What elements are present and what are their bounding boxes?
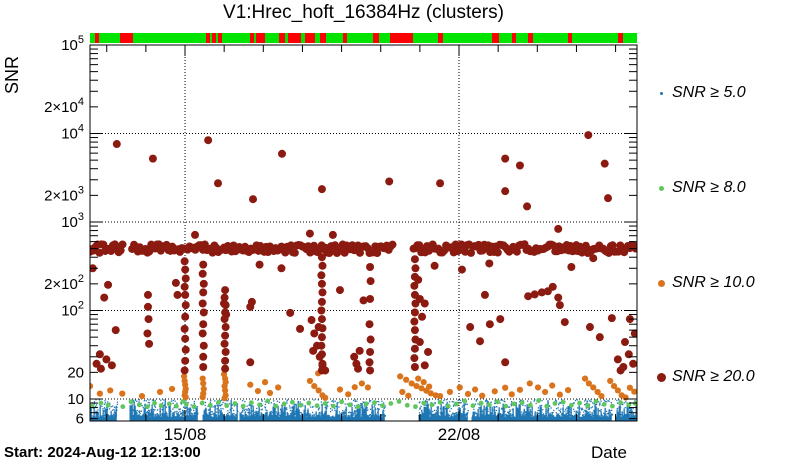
blue-dot-icon xyxy=(659,91,663,95)
legend-label: SNR ≥ 8.0 xyxy=(672,179,746,196)
status-bad-segment xyxy=(372,33,379,43)
status-bad-segment xyxy=(120,33,134,43)
svg-text:105: 105 xyxy=(61,34,84,54)
svg-text:2×104: 2×104 xyxy=(44,96,84,116)
svg-text:104: 104 xyxy=(61,123,84,143)
svg-text:20: 20 xyxy=(67,364,84,381)
dark-red-dot-icon xyxy=(656,372,666,382)
status-bad-segment xyxy=(211,33,217,43)
status-bad-segment xyxy=(527,33,533,43)
svg-text:2×102: 2×102 xyxy=(44,273,84,293)
orange-dot-icon xyxy=(657,279,665,287)
status-bad-segment xyxy=(249,33,254,43)
legend: SNR ≥ 5.0 SNR ≥ 8.0 SNR ≥ 10.0 SNR ≥ 20.… xyxy=(650,0,805,472)
svg-text:15/08: 15/08 xyxy=(164,425,207,444)
status-bad-segment xyxy=(342,33,347,43)
legend-item-snr5: SNR ≥ 5.0 xyxy=(650,83,746,103)
status-bad-segment xyxy=(279,33,286,43)
legend-item-snr20: SNR ≥ 20.0 xyxy=(650,367,755,387)
status-bad-segment xyxy=(437,33,443,43)
status-bad-segment xyxy=(567,33,573,43)
legend-item-snr8: SNR ≥ 8.0 xyxy=(650,178,746,198)
status-bad-segment xyxy=(217,33,222,43)
svg-text:102: 102 xyxy=(61,300,84,320)
plot-title: V1:Hrec_hoft_16384Hz (clusters) xyxy=(223,2,504,23)
legend-label: SNR ≥ 20.0 xyxy=(672,368,755,385)
legend-label: SNR ≥ 5.0 xyxy=(672,84,746,101)
status-bad-segment xyxy=(255,33,266,43)
x-axis-title: Date xyxy=(591,443,627,462)
svg-text:6: 6 xyxy=(76,411,84,428)
legend-item-snr10: SNR ≥ 10.0 xyxy=(650,273,755,293)
svg-text:103: 103 xyxy=(61,211,84,231)
status-bad-segment xyxy=(617,33,623,43)
legend-label: SNR ≥ 10.0 xyxy=(672,274,755,291)
green-dot-icon xyxy=(658,185,664,191)
status-bad-segment xyxy=(94,33,99,43)
status-bad-segment xyxy=(389,33,414,43)
svg-text:22/08: 22/08 xyxy=(438,425,481,444)
status-bad-segment xyxy=(288,33,302,43)
svg-text:2×103: 2×103 xyxy=(44,184,84,204)
status-bad-segment xyxy=(205,33,210,43)
start-timestamp: Start: 2024-Aug-12 12:13:00 xyxy=(4,444,201,461)
svg-text:10: 10 xyxy=(67,391,84,408)
status-bad-segment xyxy=(319,33,327,43)
status-bad-segment xyxy=(492,33,499,43)
status-bad-segment xyxy=(304,33,316,43)
status-bad-segment xyxy=(511,33,516,43)
detector-status-strip xyxy=(90,33,637,43)
